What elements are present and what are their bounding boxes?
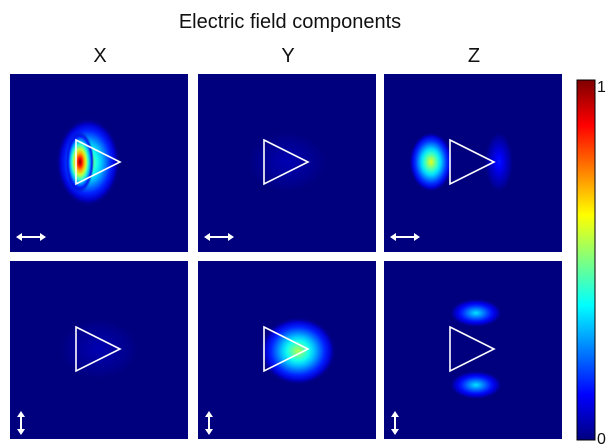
field-lobe-bottom bbox=[450, 371, 502, 399]
triangle-outline-icon bbox=[449, 325, 496, 373]
colorbar-max-label: 1 bbox=[597, 79, 606, 96]
field-faint bbox=[59, 319, 139, 379]
triangle-outline-icon bbox=[75, 138, 122, 186]
field-lobe-left bbox=[409, 132, 453, 192]
field-map-panel bbox=[198, 74, 376, 252]
field-map-panel bbox=[384, 74, 562, 252]
polarization-arrow-icon bbox=[205, 411, 213, 435]
colorbar-min-label: 0 bbox=[597, 431, 606, 448]
field-map-panel bbox=[198, 261, 376, 439]
triangle-outline-icon bbox=[75, 325, 122, 373]
triangle-outline-icon bbox=[263, 325, 310, 373]
field-faint bbox=[247, 132, 327, 192]
polarization-arrow-icon bbox=[390, 233, 420, 241]
polarization-arrow-icon bbox=[204, 233, 234, 241]
triangle-outline-icon bbox=[449, 138, 496, 186]
column-label-x: X bbox=[93, 45, 106, 67]
polarization-arrow-icon bbox=[391, 411, 399, 435]
figure-title: Electric field components bbox=[179, 11, 401, 33]
triangle-outline-icon bbox=[263, 138, 310, 186]
field-lobe-right bbox=[485, 132, 513, 192]
colorbar: 1 0 bbox=[576, 79, 606, 448]
field-lobe bbox=[260, 317, 336, 385]
field-map-panel bbox=[10, 261, 188, 439]
field-map-panel bbox=[10, 74, 188, 252]
column-label-z: Z bbox=[468, 45, 480, 67]
panel-grid bbox=[10, 74, 562, 439]
field-lobe-top bbox=[450, 299, 502, 327]
field-map-panel bbox=[384, 261, 562, 439]
field-map-background bbox=[384, 261, 562, 439]
field-hotspot bbox=[66, 132, 94, 192]
colorbar-gradient bbox=[576, 79, 596, 441]
polarization-arrow-icon bbox=[16, 233, 46, 241]
column-label-y: Y bbox=[281, 45, 294, 67]
polarization-arrow-icon bbox=[17, 411, 25, 435]
